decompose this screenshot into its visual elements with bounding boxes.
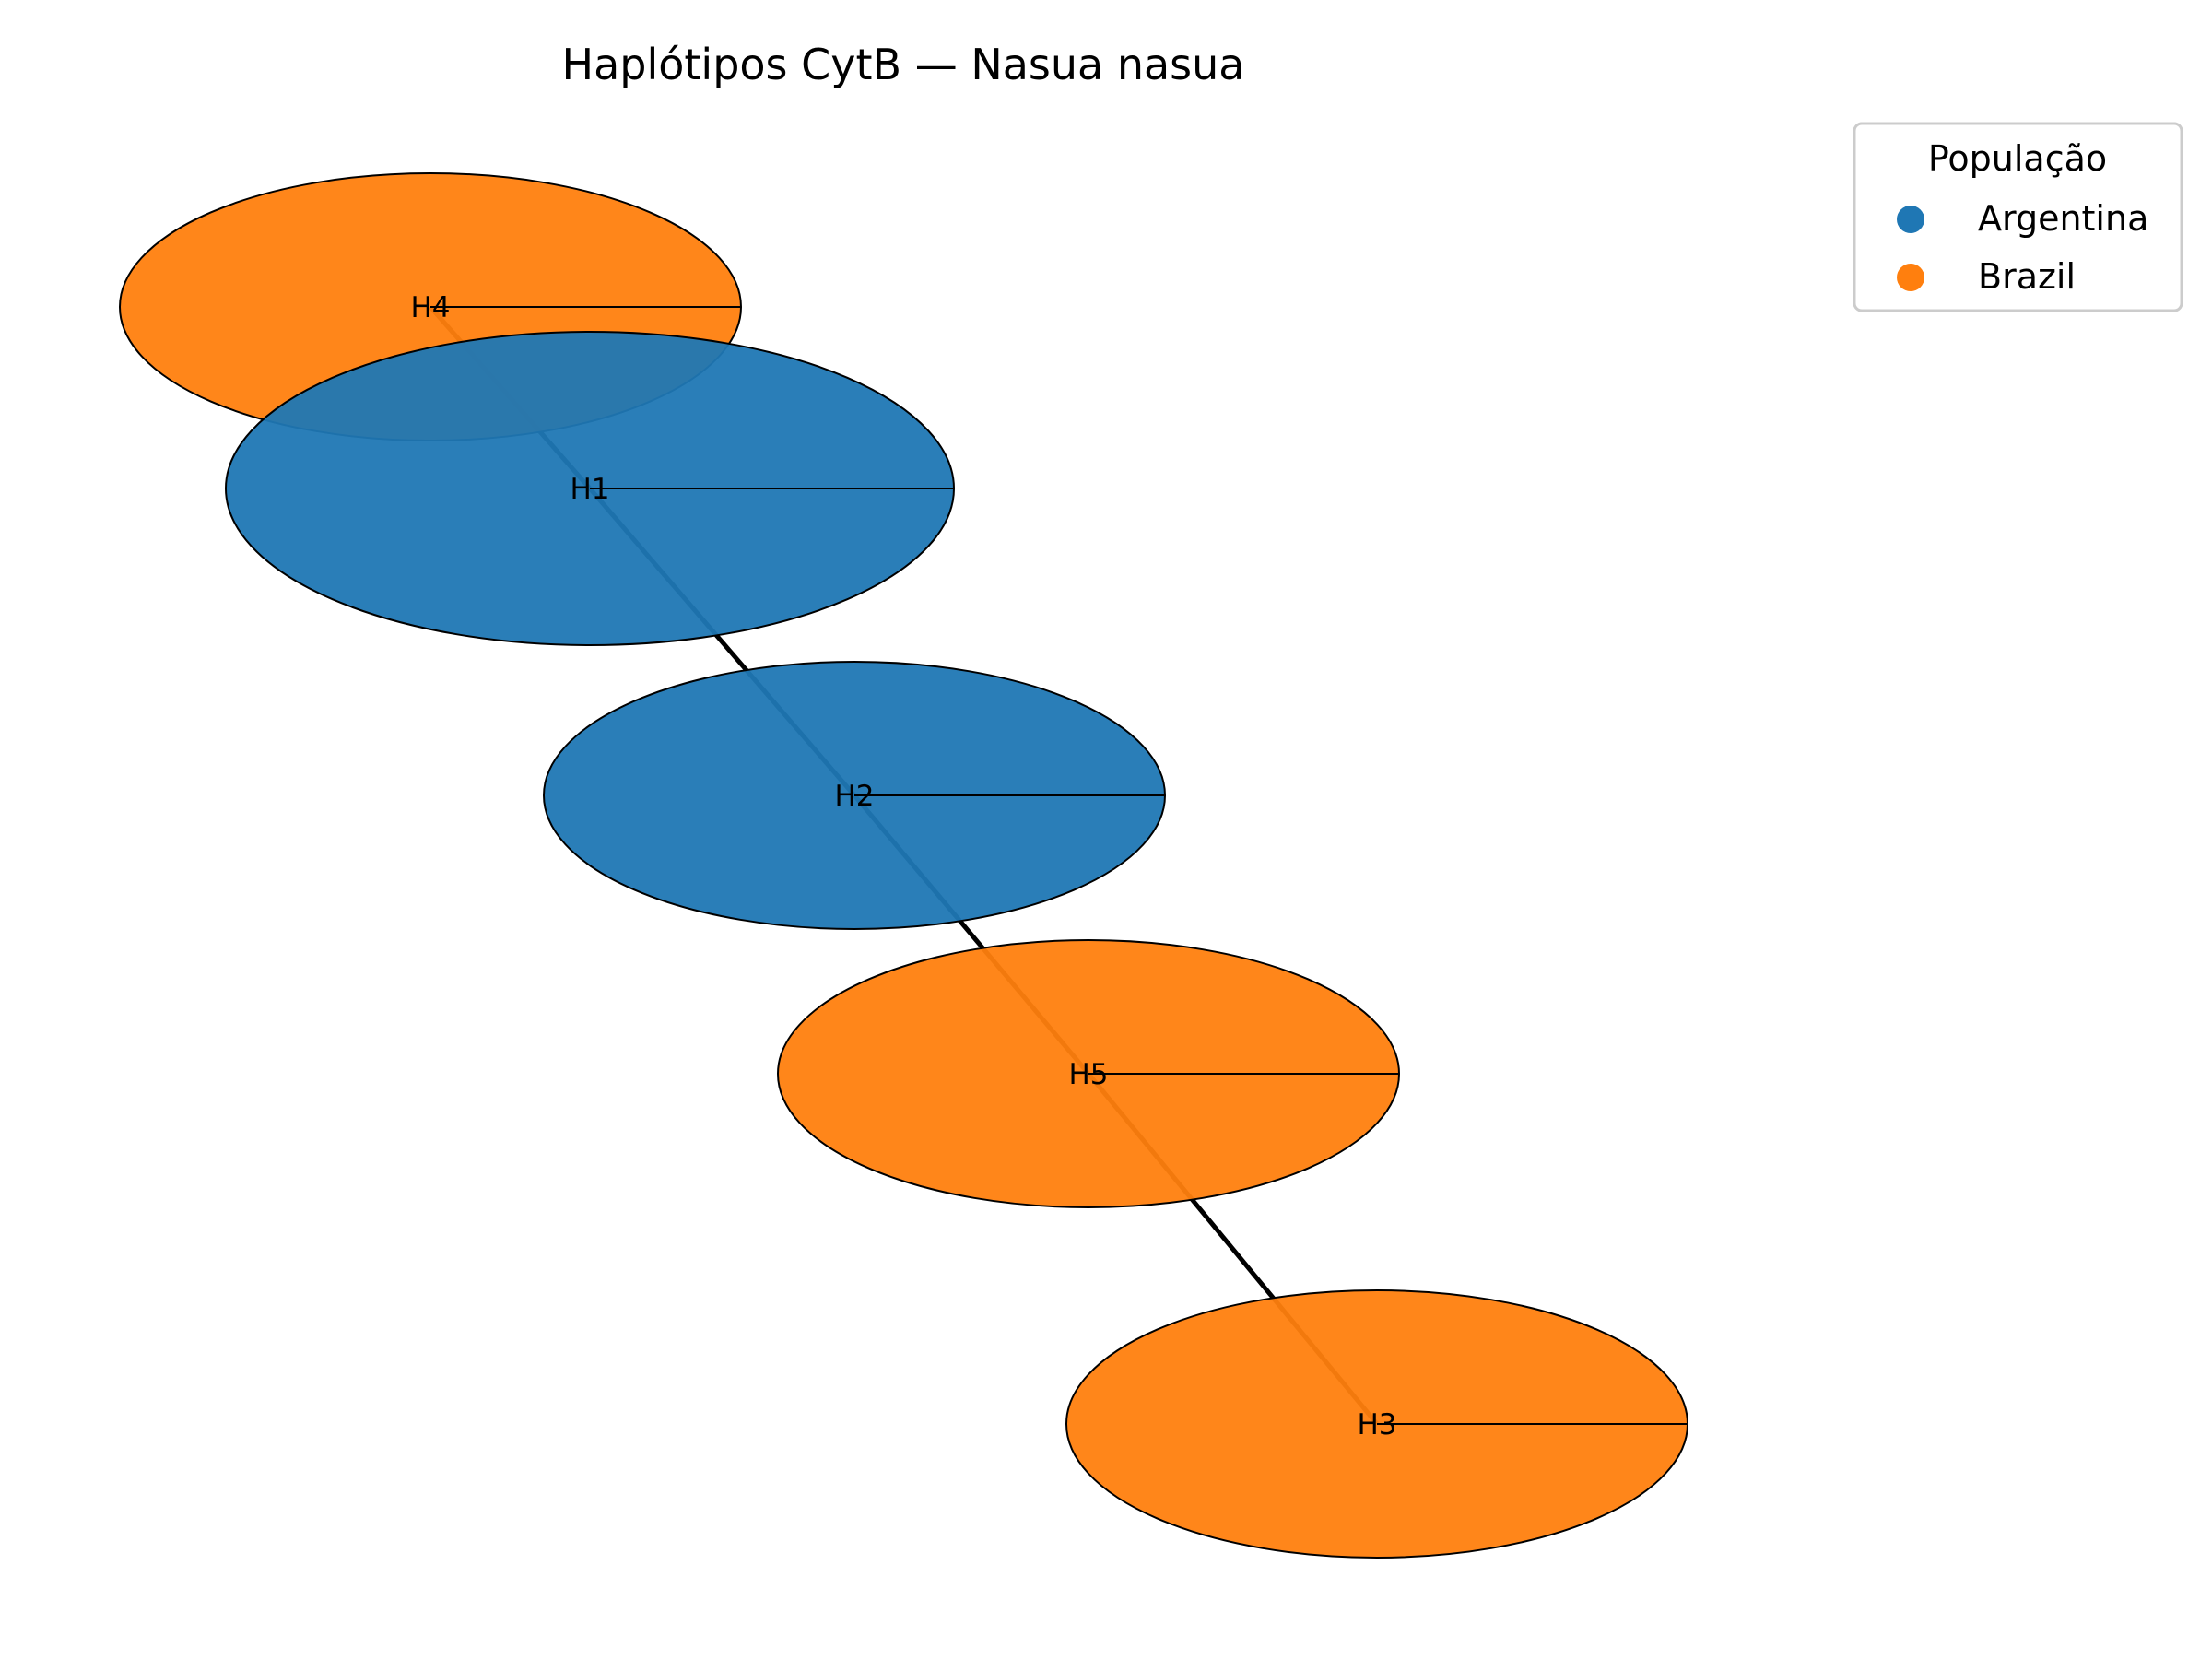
legend-marker-brazil [1897, 264, 1924, 291]
node-h2: H2 [543, 661, 1166, 930]
node-h5: H5 [777, 939, 1400, 1208]
node-h4-label: H4 [410, 291, 450, 324]
node-h3-label: H3 [1357, 1408, 1396, 1441]
node-h3: H3 [1065, 1289, 1688, 1559]
diagram-title: Haplótipos CytB — Nasua nasua [561, 40, 1244, 89]
legend-label-argentina: Argentina [1978, 198, 2148, 239]
legend-frame [1853, 122, 2183, 312]
legend-marker-argentina [1897, 206, 1924, 233]
legend-title: População [1928, 138, 2107, 179]
legend: População Argentina Brazil [1853, 122, 2183, 312]
node-h1: H1 [225, 331, 955, 646]
node-h5-label: H5 [1068, 1058, 1108, 1091]
node-h1-label: H1 [570, 473, 609, 506]
nodes-group: H4 H1 H2 H5 H3 [119, 172, 1688, 1559]
node-h2-label: H2 [834, 780, 874, 813]
legend-label-brazil: Brazil [1978, 256, 2076, 297]
